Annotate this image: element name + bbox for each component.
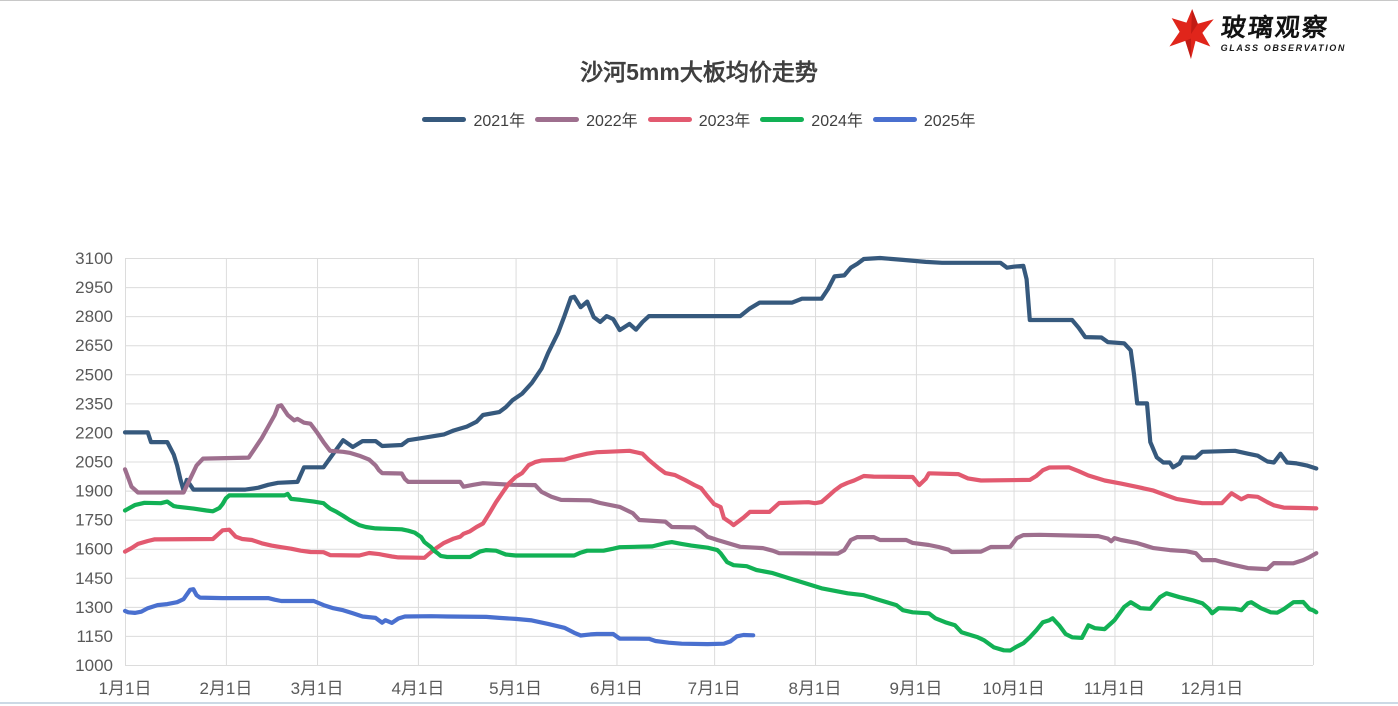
y-axis-tick-label: 2500 <box>75 365 113 384</box>
y-axis-tick-label: 3100 <box>75 249 113 268</box>
legend-item-2024年[interactable]: 2024年 <box>760 107 863 131</box>
bottom-divider <box>0 702 1398 704</box>
y-axis-tick-label: 1900 <box>75 482 113 501</box>
y-axis-tick-label: 2200 <box>75 423 113 442</box>
x-axis-tick-label: 9月1日 <box>889 679 942 698</box>
legend-line-swatch <box>872 116 917 122</box>
red-star-icon <box>1169 9 1214 59</box>
legend-item-2025年[interactable]: 2025年 <box>872 107 976 131</box>
axis-tick-labels: 1000 1150 1300 1450 1600 1750 1900 2050 2200 2350… <box>75 249 1243 698</box>
x-axis-tick-label: 7月1日 <box>688 679 741 698</box>
legend-item-2022年[interactable]: 2022年 <box>535 107 638 131</box>
y-axis-tick-label: 2350 <box>75 394 113 413</box>
x-axis-tick-label: 6月1日 <box>590 679 643 698</box>
legend-line-swatch <box>422 116 467 122</box>
legend-line-swatch <box>535 116 580 122</box>
legend-item-2023年[interactable]: 2023年 <box>647 107 751 131</box>
chart-title: 沙河5mm大板均价走势 <box>580 59 818 85</box>
x-axis-tick-label: 10月1日 <box>982 679 1044 698</box>
y-axis-tick-label: 1000 <box>75 656 113 675</box>
x-axis-tick-label: 2月1日 <box>199 679 252 698</box>
y-axis-tick-label: 1750 <box>75 511 113 530</box>
legend-label: 2025年 <box>923 113 976 130</box>
logo-en-text: GLASS OBSERVATION <box>1220 42 1346 53</box>
legend-label: 2021年 <box>473 113 526 130</box>
legend-label: 2022年 <box>586 113 638 130</box>
legend-item-2021年[interactable]: 2021年 <box>422 107 525 131</box>
y-axis-tick-label: 1150 <box>76 627 113 646</box>
y-axis-tick-label: 2050 <box>75 453 113 472</box>
series-line-2023年[interactable] <box>122 448 1319 560</box>
x-axis-tick-label: 12月1日 <box>1181 679 1243 698</box>
x-axis-tick-label: 3月1日 <box>291 679 344 698</box>
glass-observation-logo: 玻璃观察 GLASS OBSERVATION <box>1165 9 1346 59</box>
legend-label: 2024年 <box>811 113 863 130</box>
chart-legend: 2021年 2022年 2023年 2024年 2025年 <box>0 107 1398 131</box>
legend-line-swatch <box>647 116 692 122</box>
x-axis-tick-label: 1月1日 <box>99 679 152 698</box>
series-line-2025年[interactable] <box>122 587 756 647</box>
y-axis-tick-label: 2800 <box>75 307 113 326</box>
y-axis-tick-label: 1450 <box>75 569 113 588</box>
x-axis-tick-label: 4月1日 <box>391 679 444 698</box>
y-axis-tick-label: 1300 <box>75 598 113 617</box>
x-axis-tick-label: 8月1日 <box>789 679 842 698</box>
x-axis-tick-label: 11月1日 <box>1084 679 1145 698</box>
x-axis-tick-label: 5月1日 <box>489 679 542 698</box>
y-axis-tick-label: 1600 <box>75 540 113 559</box>
legend-line-swatch <box>760 116 805 122</box>
series-line-2022年[interactable] <box>122 403 1319 572</box>
legend-label: 2023年 <box>698 113 751 130</box>
series-line-2024年[interactable] <box>122 491 1319 653</box>
y-axis-tick-label: 2950 <box>75 278 113 297</box>
y-axis-tick-label: 2650 <box>75 336 113 355</box>
